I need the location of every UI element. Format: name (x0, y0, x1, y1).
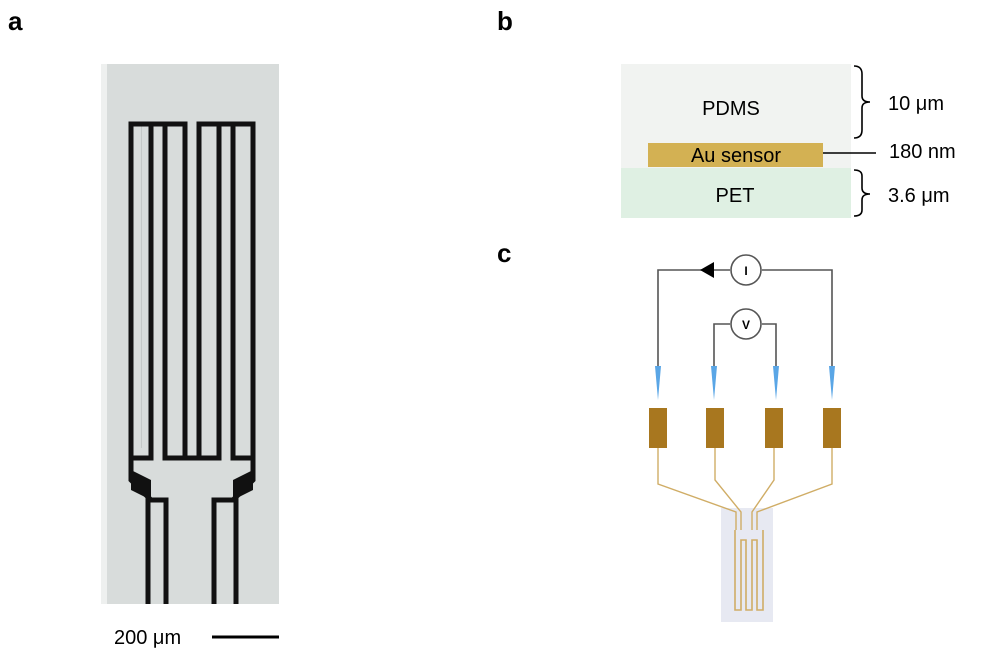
pet-label: PET (716, 185, 755, 207)
voltmeter-symbol: V (742, 318, 750, 332)
au-sensor-layer (648, 143, 823, 167)
sensor-leads (145, 497, 239, 604)
micrograph-edge-highlight (101, 64, 107, 604)
contact-pad-4 (823, 408, 841, 448)
au-thickness-label: 180 nm (889, 141, 956, 163)
probe-1 (655, 366, 661, 400)
sensor-substrate (721, 508, 773, 622)
pdms-thickness-brace (853, 65, 871, 139)
au-sensor-label: Au sensor (691, 145, 781, 167)
meander-connections (151, 121, 233, 461)
probe-3 (773, 366, 779, 400)
contact-pad-1 (649, 408, 667, 448)
pet-thickness-brace (853, 169, 871, 217)
voltage-loop-wire (713, 323, 777, 368)
sensor-meander-mini (734, 530, 764, 611)
ammeter-symbol: I (744, 264, 747, 278)
probe-2 (711, 366, 717, 400)
layer-stack: PDMS Au sensor PET 10 μm 180 nm 3.6 μm (621, 64, 956, 218)
panel-c-letter: c (497, 238, 511, 268)
measurement-circuit: I V (649, 254, 841, 622)
sensor-micrograph (101, 64, 279, 604)
probe-4 (829, 366, 835, 400)
panel-a-letter: a (8, 6, 23, 36)
pet-thickness-label: 3.6 μm (888, 185, 950, 207)
pet-layer (621, 168, 851, 218)
current-direction-arrow (700, 262, 714, 278)
contact-pad-3 (765, 408, 783, 448)
pdms-thickness-label: 10 μm (888, 93, 944, 115)
pdms-label: PDMS (702, 98, 760, 120)
sensor-traces (657, 448, 833, 530)
voltmeter (730, 308, 762, 340)
scale-bar-label: 200 μm (114, 627, 181, 649)
contact-pad-2 (706, 408, 724, 448)
panel-b-letter: b (497, 6, 513, 36)
ammeter (730, 254, 762, 286)
